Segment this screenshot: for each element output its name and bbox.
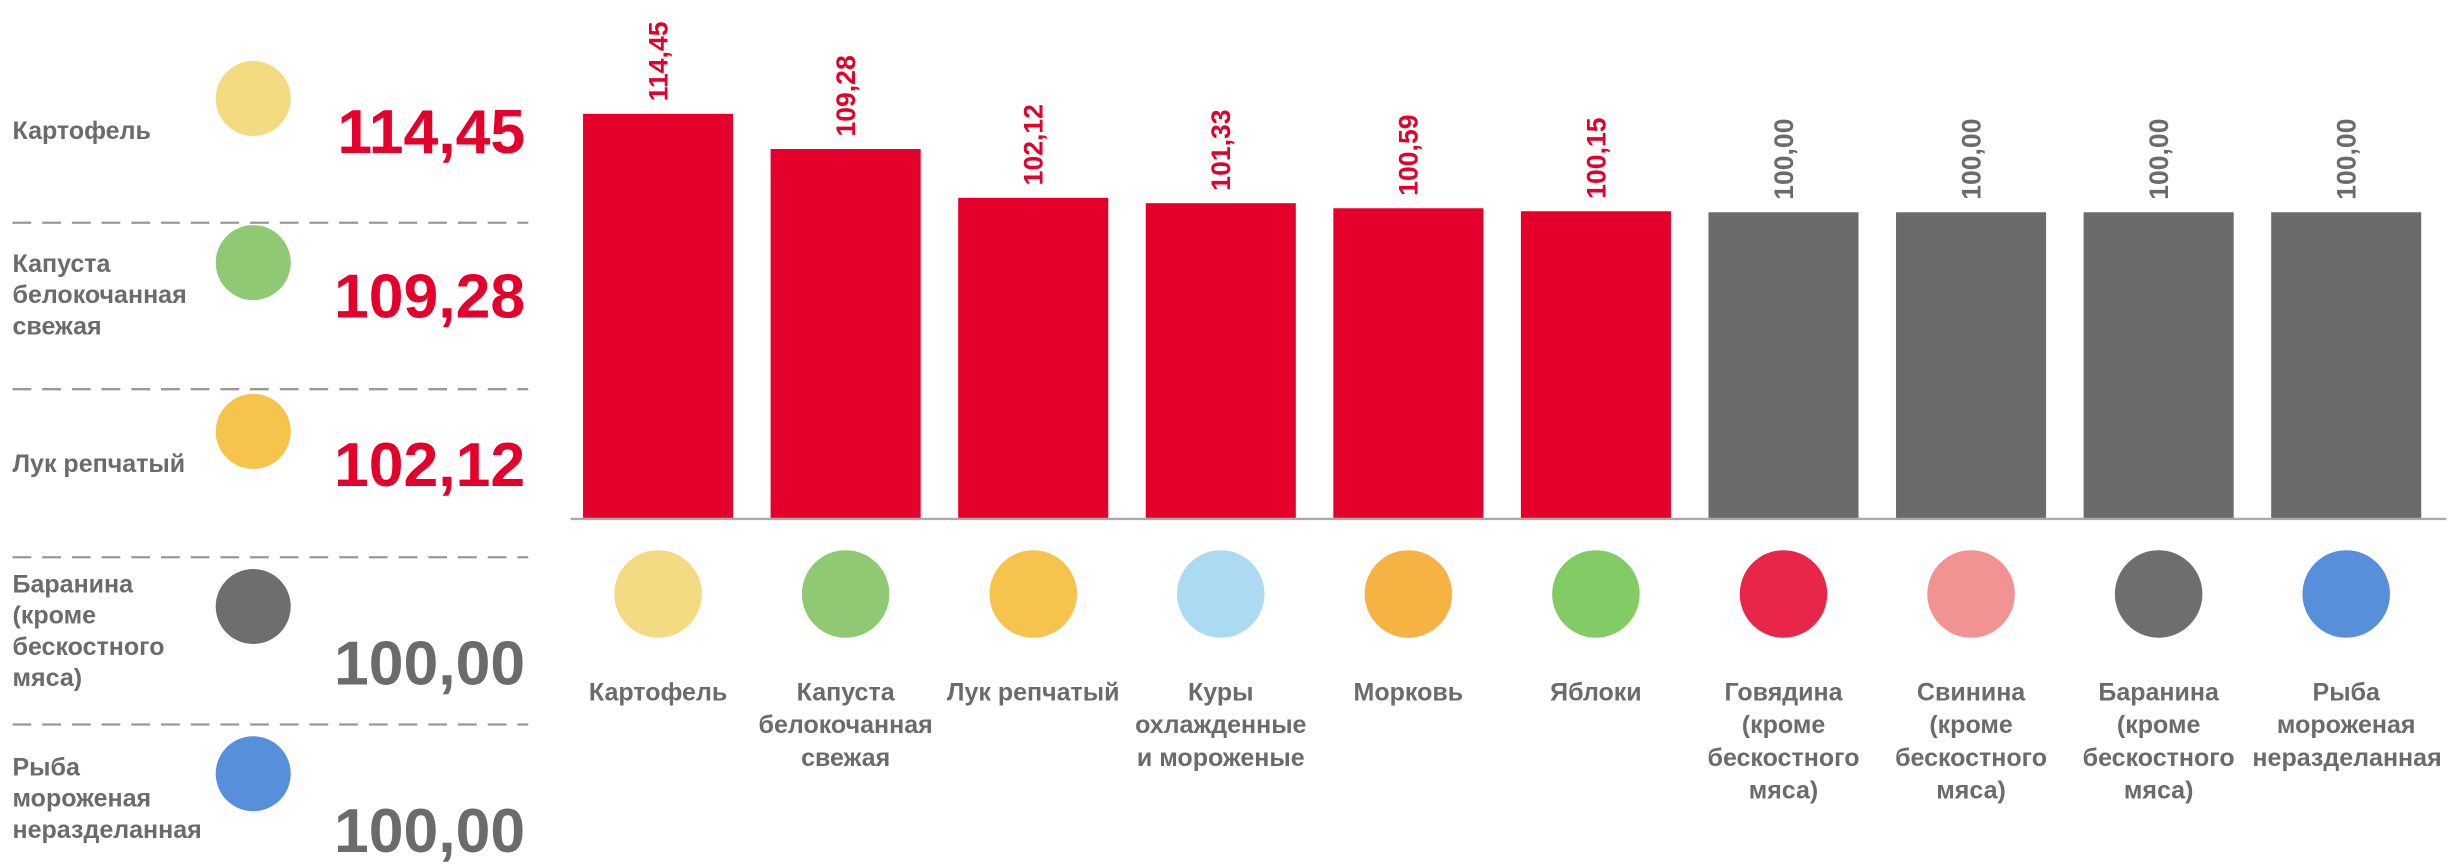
icon	[215, 60, 291, 136]
icon	[215, 225, 291, 301]
item-name: Рыба мороженая неразделанная	[12, 754, 202, 845]
value-label: 102,12	[1019, 104, 1049, 185]
value-label: 100,15	[1581, 117, 1611, 198]
x-tick-label: Говядина (кроме бескостного мяса)	[1707, 679, 1860, 805]
value-label: 100,00	[2144, 119, 2174, 200]
icon	[215, 393, 291, 469]
x-tick-label: Куры охлажденные и мороженые	[1135, 679, 1307, 773]
x-tick-label: Капуста белокочанная свежая	[758, 679, 933, 773]
x-tick-label: Баранина (кроме бескостного мяса)	[2082, 679, 2235, 805]
value-label: 114,45	[643, 21, 673, 101]
icon	[1552, 550, 1640, 638]
icon	[1739, 550, 1828, 638]
bar	[583, 113, 734, 519]
item-name: Лук репчатый	[12, 451, 186, 479]
icon	[1364, 550, 1453, 638]
bar	[1333, 208, 1484, 519]
bar	[1145, 203, 1296, 519]
bar	[2271, 212, 2422, 519]
item-name: Капуста белокочанная свежая	[12, 251, 187, 341]
value-label: 100,00	[1956, 119, 1986, 200]
item-value: 100,00	[333, 629, 526, 699]
value-label: 100,00	[2332, 119, 2362, 200]
bar	[1708, 212, 1859, 519]
icon	[215, 736, 291, 812]
value-label: 101,33	[1206, 109, 1236, 190]
icon	[801, 550, 890, 638]
bar	[958, 197, 1109, 519]
x-tick-label: Яблоки	[1550, 679, 1642, 707]
item-value: 114,45	[337, 98, 526, 168]
bar	[1896, 212, 2047, 519]
icon	[2114, 550, 2203, 638]
item-name: Баранина (кроме бескостного мяса)	[12, 572, 165, 693]
item-name: Картофель	[12, 118, 151, 146]
bar	[1520, 211, 1671, 519]
item-value: 102,12	[333, 431, 526, 501]
x-tick-label: Свинина (кроме бескостного мяса)	[1895, 679, 2048, 805]
icon	[1177, 550, 1265, 638]
x-tick-label: Морковь	[1353, 679, 1464, 707]
icon	[215, 568, 291, 644]
icon	[614, 550, 702, 638]
icon	[2302, 550, 2390, 638]
item-value: 100,00	[333, 797, 526, 866]
value-label: 100,00	[1769, 119, 1799, 200]
x-tick-label: Лук репчатый	[946, 679, 1120, 707]
x-tick-label: Картофель	[588, 679, 728, 707]
item-value: 109,28	[333, 262, 526, 332]
value-label: 100,59	[1394, 114, 1424, 195]
x-tick-label: Рыба мороженая неразделанная	[2252, 679, 2442, 773]
icon	[1927, 550, 2015, 638]
bar	[770, 149, 921, 519]
icon	[989, 550, 1077, 638]
value-label: 109,28	[831, 55, 861, 136]
bar	[2083, 212, 2234, 519]
